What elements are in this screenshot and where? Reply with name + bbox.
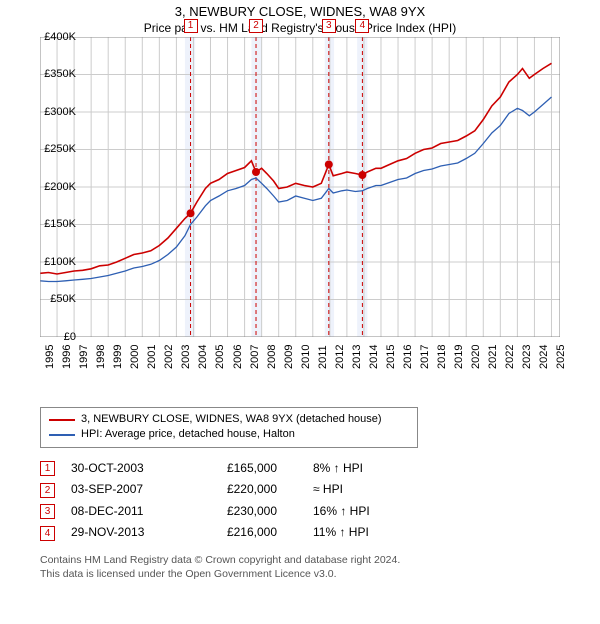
page-root: 3, NEWBURY CLOSE, WIDNES, WA8 9YX Price …	[0, 4, 600, 624]
sale-index: 2	[40, 483, 55, 498]
x-axis-label: 2005	[214, 344, 226, 368]
y-axis-label: £0	[32, 331, 76, 343]
x-axis-label: 1998	[95, 344, 107, 368]
x-axis-label: 1999	[112, 344, 124, 368]
x-axis-label: 2009	[283, 344, 295, 368]
x-axis-label: 2024	[538, 344, 550, 368]
sale-row: 2 03-SEP-2007 £220,000 ≈ HPI	[40, 479, 600, 501]
x-axis-label: 2004	[197, 344, 209, 368]
legend-box: 3, NEWBURY CLOSE, WIDNES, WA8 9YX (detac…	[40, 407, 418, 448]
x-axis-label: 1995	[44, 344, 56, 368]
legend-label: 3, NEWBURY CLOSE, WIDNES, WA8 9YX (detac…	[81, 412, 382, 427]
x-axis-label: 2025	[555, 344, 567, 368]
y-axis-label: £400K	[32, 31, 76, 43]
sale-index: 3	[40, 504, 55, 519]
sale-hpi-note: ≈ HPI	[293, 479, 413, 501]
x-axis-label: 2023	[521, 344, 533, 368]
x-axis-label: 2016	[402, 344, 414, 368]
x-axis-label: 2000	[129, 344, 141, 368]
legend-item: 3, NEWBURY CLOSE, WIDNES, WA8 9YX (detac…	[49, 412, 409, 427]
sale-price: £165,000	[197, 458, 277, 480]
x-axis-label: 2010	[300, 344, 312, 368]
sale-price: £230,000	[197, 501, 277, 523]
chart-title: 3, NEWBURY CLOSE, WIDNES, WA8 9YX	[0, 4, 600, 21]
sale-index: 1	[40, 461, 55, 476]
x-axis-label: 2013	[351, 344, 363, 368]
event-marker: 1	[184, 19, 198, 33]
y-axis-label: £350K	[32, 68, 76, 80]
legend-swatch	[49, 434, 75, 436]
legend-label: HPI: Average price, detached house, Halt…	[81, 427, 295, 442]
legend-swatch	[49, 419, 75, 421]
y-axis-label: £50K	[32, 293, 76, 305]
x-axis-label: 2006	[232, 344, 244, 368]
y-axis-label: £300K	[32, 106, 76, 118]
x-axis-label: 2012	[334, 344, 346, 368]
sale-date: 08-DEC-2011	[71, 501, 181, 523]
x-axis-label: 1996	[61, 344, 73, 368]
sale-price: £216,000	[197, 522, 277, 544]
x-axis-label: 2020	[470, 344, 482, 368]
sale-date: 29-NOV-2013	[71, 522, 181, 544]
footer-attribution: Contains HM Land Registry data © Crown c…	[40, 554, 600, 581]
sales-table: 1 30-OCT-2003 £165,000 8% ↑ HPI 2 03-SEP-2007…	[40, 458, 600, 544]
sale-date: 03-SEP-2007	[71, 479, 181, 501]
y-axis-label: £100K	[32, 256, 76, 268]
x-axis-label: 2018	[436, 344, 448, 368]
x-axis-label: 2022	[504, 344, 516, 368]
price-chart	[40, 37, 560, 337]
legend-item: HPI: Average price, detached house, Halt…	[49, 427, 409, 442]
event-marker: 3	[322, 19, 336, 33]
x-axis-label: 2003	[180, 344, 192, 368]
chart-area: £0£50K£100K£150K£200K£250K£300K£350K£400…	[40, 37, 600, 367]
sale-date: 30-OCT-2003	[71, 458, 181, 480]
x-axis-label: 2015	[385, 344, 397, 368]
chart-subtitle: Price paid vs. HM Land Registry's House …	[0, 21, 600, 35]
y-axis-label: £150K	[32, 218, 76, 230]
x-axis-label: 2014	[368, 344, 380, 368]
event-marker: 2	[249, 19, 263, 33]
x-axis-label: 1997	[78, 344, 90, 368]
sale-row: 3 08-DEC-2011 £230,000 16% ↑ HPI	[40, 501, 600, 523]
y-axis-label: £250K	[32, 143, 76, 155]
x-axis-label: 2011	[317, 345, 329, 369]
x-axis-label: 2007	[249, 344, 261, 368]
x-axis-label: 2002	[163, 344, 175, 368]
sale-hpi-note: 8% ↑ HPI	[293, 458, 413, 480]
sale-price: £220,000	[197, 479, 277, 501]
sale-hpi-note: 16% ↑ HPI	[293, 501, 413, 523]
sale-hpi-note: 11% ↑ HPI	[293, 522, 413, 544]
event-marker: 4	[355, 19, 369, 33]
footer-line: This data is licensed under the Open Gov…	[40, 568, 600, 582]
x-axis-label: 2001	[146, 344, 158, 368]
footer-line: Contains HM Land Registry data © Crown c…	[40, 554, 600, 568]
sale-row: 1 30-OCT-2003 £165,000 8% ↑ HPI	[40, 458, 600, 480]
x-axis-label: 2021	[487, 344, 499, 368]
x-axis-label: 2008	[266, 344, 278, 368]
x-axis-label: 2019	[453, 344, 465, 368]
y-axis-label: £200K	[32, 181, 76, 193]
sale-row: 4 29-NOV-2013 £216,000 11% ↑ HPI	[40, 522, 600, 544]
sale-index: 4	[40, 526, 55, 541]
x-axis-label: 2017	[419, 344, 431, 368]
